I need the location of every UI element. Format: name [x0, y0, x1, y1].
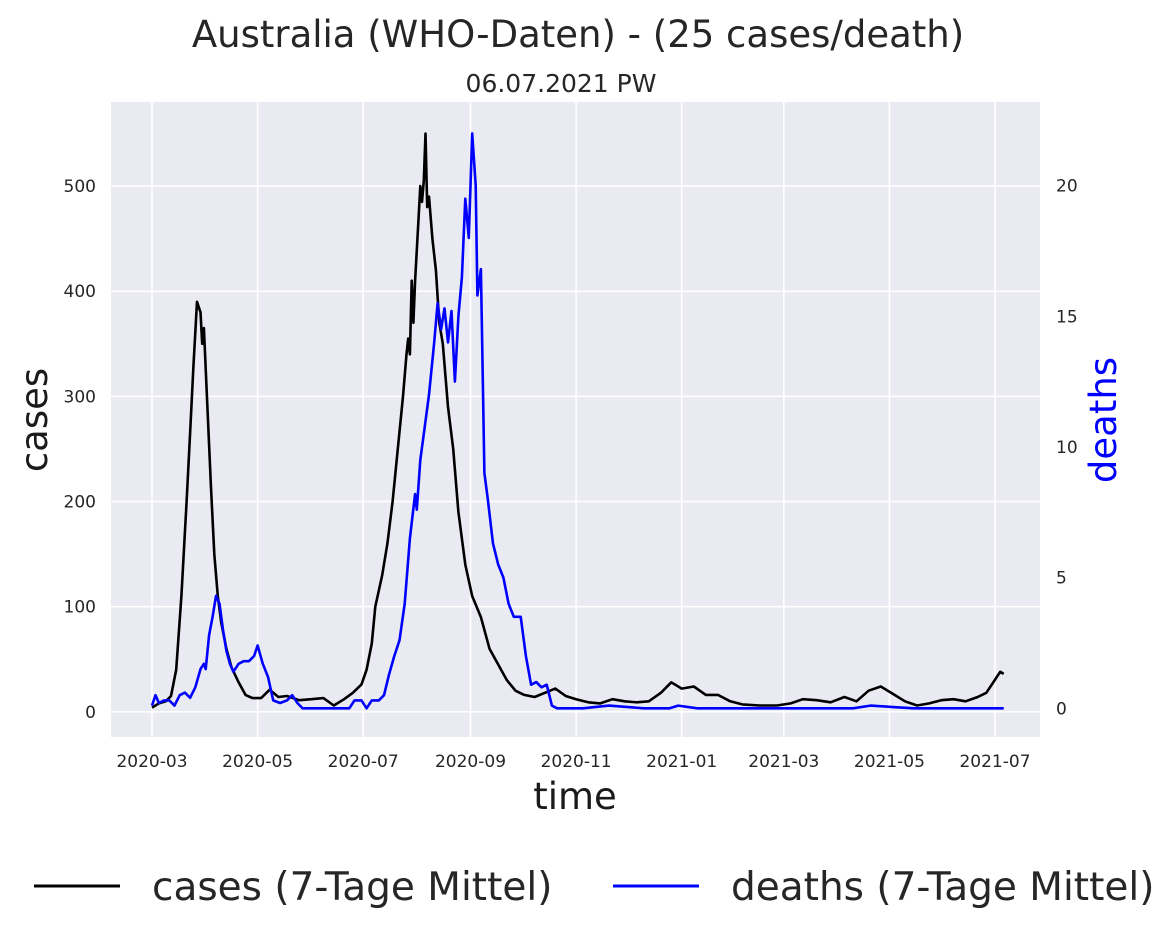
- y-left-tick-label: 300: [64, 387, 96, 407]
- x-tick-label: 2021-05: [854, 752, 925, 772]
- grid: [111, 102, 1040, 737]
- x-axis-label: time: [533, 775, 617, 818]
- x-tick-label: 2020-03: [116, 752, 187, 772]
- y-axis-left-label: cases: [13, 368, 56, 472]
- x-tick-label: 2020-11: [541, 752, 612, 772]
- x-tick-label: 2021-01: [646, 752, 717, 772]
- series-lines: [150, 132, 1005, 710]
- x-axis-ticks: 2020-03 2020-05 2020-07 2020-09 2020-11 2021-…: [116, 752, 1030, 772]
- y-right-tick-label: 5: [1056, 569, 1067, 589]
- legend-label-deaths: deaths (7-Tage Mittel): [731, 865, 1154, 910]
- y-left-tick-label: 100: [64, 598, 96, 618]
- y-right-tick-label: 20: [1056, 177, 1078, 197]
- deaths-line: [150, 132, 1004, 710]
- legend-label-cases: cases (7-Tage Mittel): [152, 865, 552, 910]
- y-right-tick-label: 15: [1056, 307, 1078, 327]
- y-left-tick-label: 400: [64, 282, 96, 302]
- y-right-tick-label: 0: [1056, 699, 1067, 719]
- y-axis-left-ticks: 0 100 200 300 400 500: [64, 177, 96, 723]
- legend: cases (7-Tage Mittel) deaths (7-Tage Mit…: [34, 865, 1154, 910]
- y-left-tick-label: 500: [64, 177, 96, 197]
- y-left-tick-label: 200: [64, 493, 96, 513]
- y-right-tick-label: 10: [1056, 438, 1078, 458]
- y-axis-right-label: deaths: [1082, 357, 1125, 483]
- y-axis-right-ticks: 0 5 10 15 20: [1056, 177, 1078, 720]
- x-tick-label: 2021-03: [748, 752, 819, 772]
- x-tick-label: 2020-09: [435, 752, 506, 772]
- x-tick-label: 2020-05: [222, 752, 293, 772]
- chart-subtitle: 06.07.2021 PW: [466, 69, 657, 98]
- x-tick-label: 2020-07: [328, 752, 399, 772]
- x-tick-label: 2021-07: [959, 752, 1030, 772]
- chart-title: Australia (WHO-Daten) - (25 cases/death): [192, 13, 964, 56]
- y-left-tick-label: 0: [85, 703, 96, 723]
